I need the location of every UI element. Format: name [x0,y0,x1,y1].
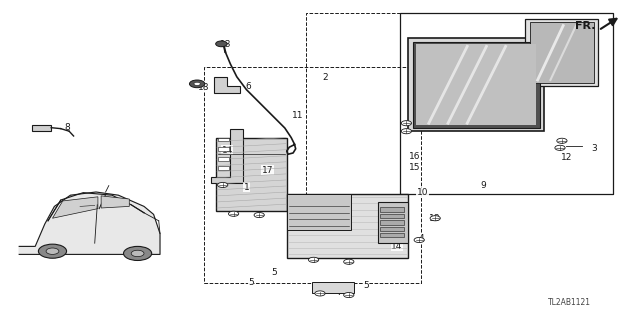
Text: 6: 6 [246,82,251,91]
Circle shape [344,259,354,264]
Circle shape [557,138,567,143]
Circle shape [401,121,412,126]
Text: 3: 3 [591,144,596,153]
Bar [218,147,229,151]
Polygon shape [211,129,243,183]
Text: 7: 7 [337,288,342,297]
Text: TL2AB1121: TL2AB1121 [548,298,591,307]
Text: 2: 2 [323,73,328,82]
Bar [218,138,229,141]
Bar [204,67,421,283]
Polygon shape [408,38,544,131]
Bar [306,13,613,194]
Polygon shape [530,22,594,83]
Text: 5: 5 [271,268,276,277]
Text: 12: 12 [561,153,572,162]
Polygon shape [416,44,536,125]
Bar [380,207,404,212]
Text: 10: 10 [417,188,428,197]
Circle shape [216,41,227,47]
Text: 5: 5 [364,281,369,290]
Circle shape [414,237,424,243]
Bar [380,220,404,225]
Circle shape [194,82,200,85]
Text: 16: 16 [409,152,420,161]
Bar [378,202,408,243]
Text: 1: 1 [244,183,249,192]
Circle shape [315,291,325,296]
Bar [218,166,229,170]
Bar [400,13,613,194]
Bar [312,282,354,293]
Polygon shape [214,77,240,93]
Text: FR.: FR. [575,21,595,31]
Polygon shape [101,196,129,208]
Bar [218,157,229,161]
Circle shape [401,129,412,134]
Polygon shape [287,194,408,258]
Text: 11: 11 [292,111,303,120]
Polygon shape [413,42,540,128]
Text: 18: 18 [198,83,209,92]
Circle shape [228,211,239,216]
Bar [380,233,404,237]
Circle shape [344,292,354,298]
Polygon shape [216,138,287,211]
Polygon shape [52,197,98,218]
Bar [380,227,404,231]
Text: 14: 14 [391,242,403,251]
Circle shape [189,80,205,88]
Circle shape [46,248,59,254]
Text: 13: 13 [220,40,232,49]
Circle shape [131,250,144,257]
Text: 15: 15 [409,164,420,172]
Bar [380,214,404,218]
Text: 8: 8 [65,124,70,132]
Text: 4: 4 [419,234,424,243]
Circle shape [555,145,565,150]
Circle shape [430,216,440,221]
Bar [32,125,51,131]
Circle shape [218,182,228,188]
Bar [287,194,351,230]
Polygon shape [525,19,598,86]
Circle shape [124,246,152,260]
Circle shape [308,257,319,262]
Text: 9: 9 [481,181,486,190]
Polygon shape [19,192,160,254]
Circle shape [38,244,67,258]
Circle shape [254,212,264,218]
Text: 18: 18 [429,214,441,223]
Text: 17: 17 [262,166,273,175]
Text: 14: 14 [221,146,233,155]
Text: 5: 5 [248,278,253,287]
